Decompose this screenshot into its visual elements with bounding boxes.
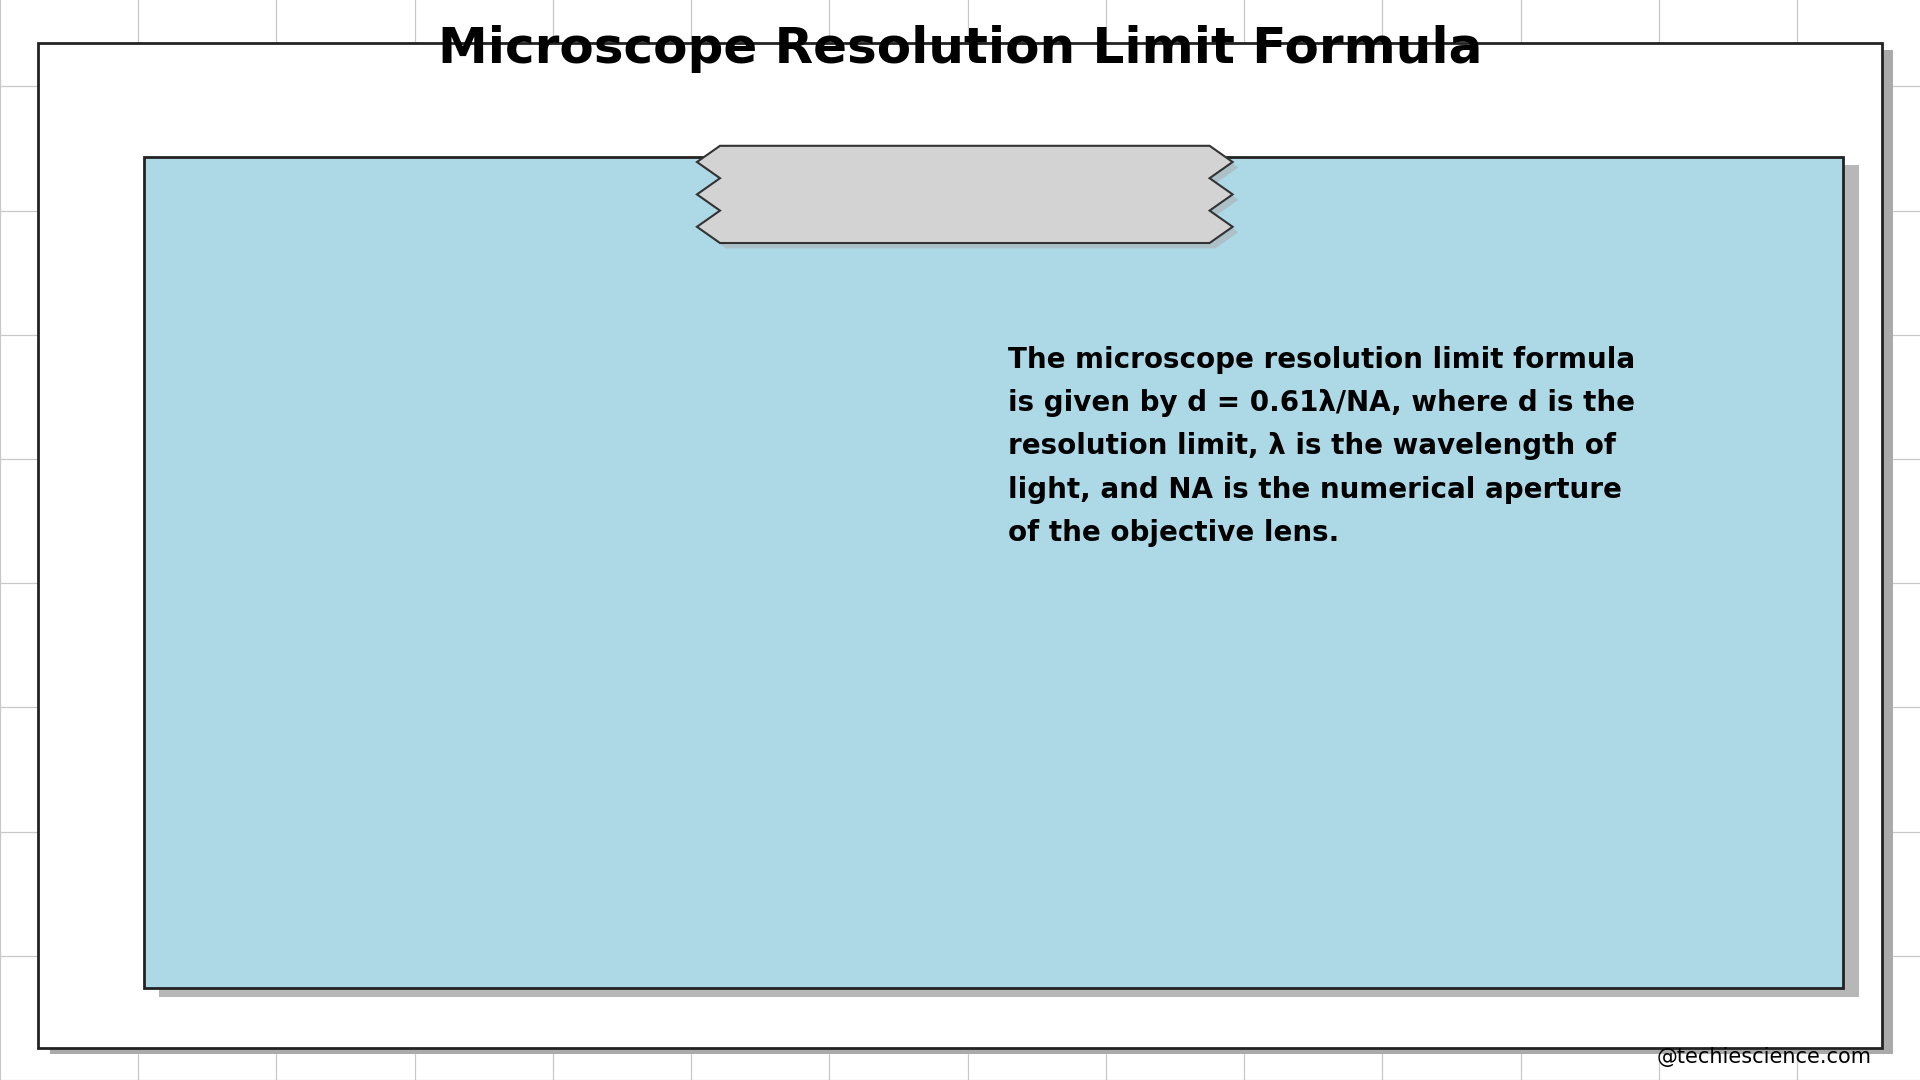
- FancyBboxPatch shape: [144, 157, 1843, 988]
- FancyBboxPatch shape: [50, 50, 1893, 1054]
- Polygon shape: [697, 146, 1233, 243]
- Text: The microscope resolution limit formula
is given by d = 0.61λ/NA, where d is the: The microscope resolution limit formula …: [1008, 346, 1636, 548]
- Text: Microscope Resolution Limit Formula: Microscope Resolution Limit Formula: [438, 25, 1482, 72]
- FancyBboxPatch shape: [38, 43, 1882, 1048]
- Text: @techiescience.com: @techiescience.com: [1657, 1047, 1872, 1067]
- Polygon shape: [703, 151, 1238, 248]
- FancyBboxPatch shape: [159, 165, 1859, 997]
